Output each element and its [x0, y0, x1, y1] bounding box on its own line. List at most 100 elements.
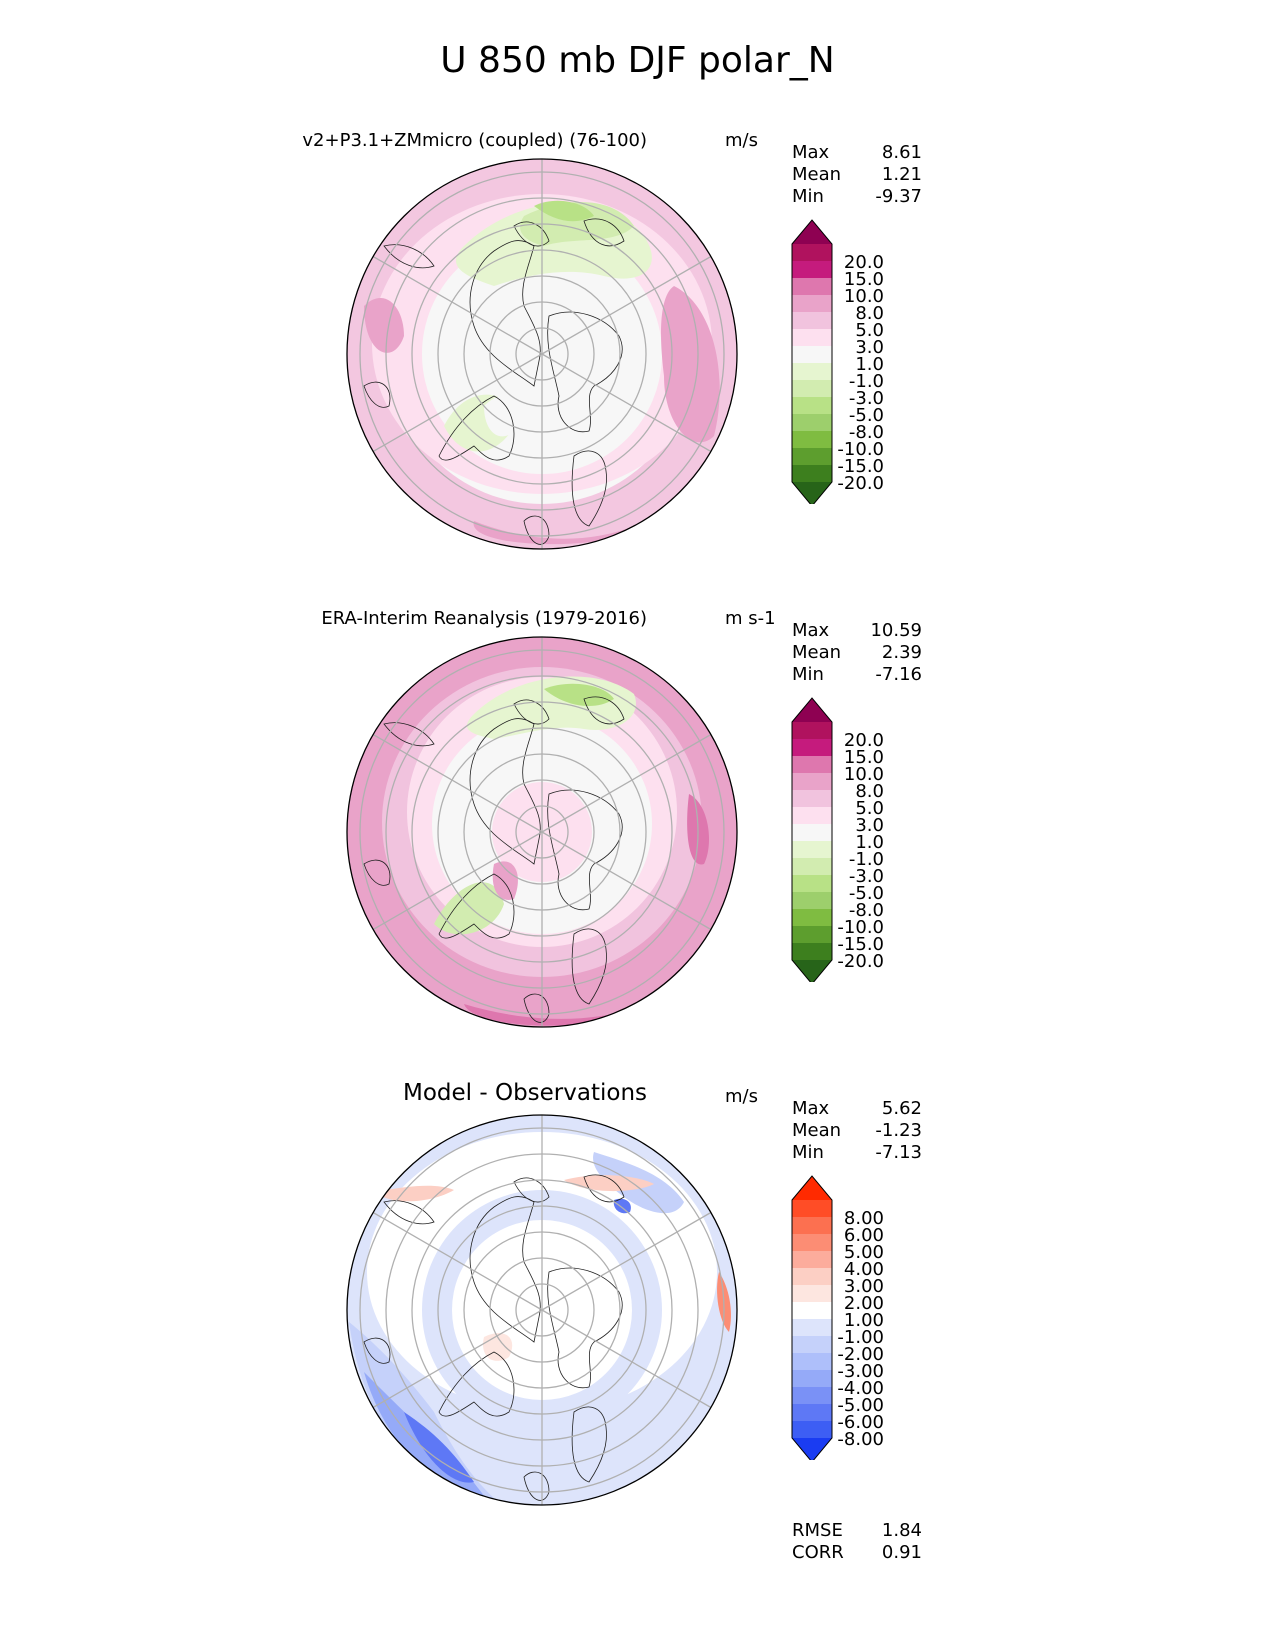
meridian — [541, 831, 712, 931]
meridian — [372, 1309, 543, 1409]
stats-box: Max 5.62 Mean -1.23 Min -7.13 — [792, 1098, 922, 1164]
coastline — [513, 221, 550, 247]
max-value: 10.59 — [870, 620, 922, 641]
colorbar-bin — [792, 380, 832, 398]
coastline — [571, 928, 607, 1005]
max-value: 5.62 — [881, 1098, 922, 1119]
colorbar-tick-label: -3.0 — [848, 866, 884, 887]
colorbar-tick-label: -1.00 — [837, 1327, 884, 1348]
colorbar-bin — [792, 244, 832, 262]
meridian — [372, 733, 543, 833]
colorbar-tick-label: -5.00 — [837, 1395, 884, 1416]
map-boundary — [346, 1114, 738, 1506]
colorbar — [791, 219, 833, 504]
colorbar-bin — [792, 1251, 832, 1269]
mean-label: Mean — [792, 1120, 842, 1141]
colorbar-tick-label: -15.0 — [837, 934, 884, 955]
colorbar — [791, 1175, 833, 1460]
colorbar-tick-label: -20.0 — [837, 951, 884, 972]
meridian — [541, 733, 712, 833]
contour-region — [492, 861, 518, 900]
colorbar-tick-label: 2.00 — [843, 1293, 884, 1314]
min-label: Min — [792, 186, 824, 207]
panel-title: ERA-Interim Reanalysis (1979-2016) — [321, 608, 647, 629]
coastline — [583, 1174, 625, 1203]
colorbar-tick-label: -8.0 — [848, 900, 884, 921]
colorbar-tick-label: 15.0 — [843, 747, 884, 768]
colorbar-extend-max — [792, 1176, 832, 1200]
field-contours — [347, 637, 737, 1027]
colorbar-bin — [792, 329, 832, 347]
colorbar-bin — [792, 824, 832, 842]
colorbar-tick-label: 20.0 — [843, 730, 884, 751]
colorbar-tick-label: 8.00 — [843, 1208, 884, 1229]
colorbar-tick-label: -4.00 — [837, 1378, 884, 1399]
colorbar-tick-label: 8.0 — [855, 781, 884, 802]
max-label: Max — [792, 142, 830, 163]
colorbar-bin — [792, 807, 832, 825]
colorbar-bin — [792, 1268, 832, 1286]
colorbar-bin — [792, 841, 832, 859]
colorbar-bin — [792, 278, 832, 296]
colorbar-bin — [792, 295, 832, 313]
colorbar-tick-label: 1.00 — [843, 1310, 884, 1331]
colorbar-extend-max — [792, 220, 832, 244]
colorbar-bin — [792, 346, 832, 364]
mean-value: 1.21 — [881, 164, 922, 185]
coastline — [438, 1351, 515, 1417]
coastline — [513, 1177, 550, 1203]
colorbar-bin — [792, 909, 832, 927]
colorbar-bin — [792, 1336, 832, 1354]
coastline — [583, 218, 625, 247]
polar-map — [346, 636, 738, 1028]
colorbar-bin — [792, 312, 832, 330]
colorbar-bin — [792, 773, 832, 791]
colorbar-tick-label: -10.0 — [837, 917, 884, 938]
rmse-value: 1.84 — [881, 1520, 922, 1541]
panel-test: v2+P3.1+ZMmicro (coupled) (76-100) m/s M… — [0, 130, 1275, 610]
contour-region — [661, 286, 720, 443]
colorbar-tick-label: -3.0 — [848, 388, 884, 409]
polar-map — [346, 1114, 738, 1506]
contour-region — [473, 521, 634, 545]
corr-value: 0.91 — [881, 1542, 922, 1563]
colorbar-bin — [792, 414, 832, 432]
coastline — [571, 450, 607, 527]
polar-map — [346, 158, 738, 550]
rmse-label: RMSE — [792, 1520, 843, 1541]
colorbar-tick-label: 5.00 — [843, 1242, 884, 1263]
meridian — [372, 831, 543, 931]
figure-title: U 850 mb DJF polar_N — [440, 40, 835, 81]
colorbar-tick-label: 6.00 — [843, 1225, 884, 1246]
mean-label: Mean — [792, 164, 842, 185]
graticule — [359, 637, 725, 1027]
colorbar-bin — [792, 1421, 832, 1439]
contour-region — [534, 200, 594, 222]
colorbar-tick-label: -8.00 — [837, 1429, 884, 1450]
meridian — [541, 1309, 712, 1409]
min-label: Min — [792, 664, 824, 685]
colorbar-bin — [792, 858, 832, 876]
colorbar-outline — [791, 1175, 833, 1460]
contour-region — [364, 297, 404, 353]
max-label: Max — [792, 1098, 830, 1119]
meridian — [372, 255, 543, 355]
colorbar-bin — [792, 397, 832, 415]
colorbar-bin — [792, 739, 832, 757]
colorbar-tick-label: -1.0 — [848, 849, 884, 870]
colorbar-tick-label: 15.0 — [843, 269, 884, 290]
colorbar-outline — [791, 697, 833, 982]
max-value: 8.61 — [881, 142, 922, 163]
colorbar-extend-min — [792, 482, 832, 504]
field-contours — [347, 159, 737, 549]
colorbar-tick-label: -5.0 — [848, 883, 884, 904]
panel-units: m/s — [725, 130, 758, 151]
colorbar-bin — [792, 431, 832, 449]
mean-value: -1.23 — [875, 1120, 922, 1141]
colorbar-bin — [792, 892, 832, 910]
max-label: Max — [792, 620, 830, 641]
colorbar-bin — [792, 722, 832, 740]
colorbar-bin — [792, 1302, 832, 1320]
colorbar-bin — [792, 1234, 832, 1252]
colorbar-bin — [792, 1404, 832, 1422]
